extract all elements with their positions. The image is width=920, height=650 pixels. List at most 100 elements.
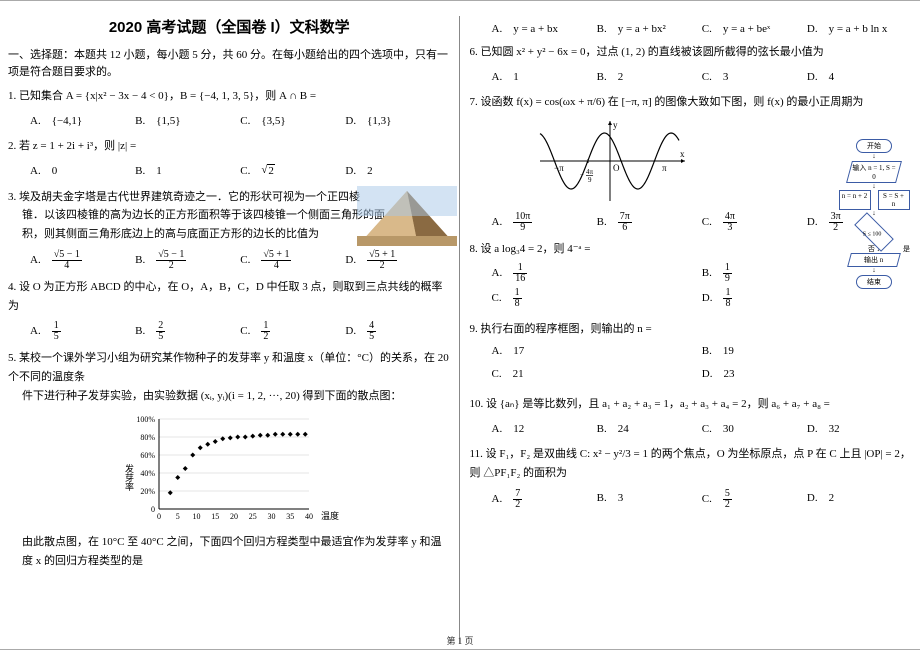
svg-text:35: 35 [287,512,295,521]
q6-opt-b: B. 2 [597,68,702,87]
q5-opt-b: B. y = a + bx² [597,20,702,36]
q6-opt-a: A. 1 [492,68,597,87]
q11-options: A. 72 B. 3 C. 52 D. 2 [492,489,913,510]
svg-text:10: 10 [193,512,201,521]
svg-text:15: 15 [212,512,220,521]
q5-options: A. y = a + bx B. y = a + bx² C. y = a + … [492,20,913,36]
q4-opt-c: C. 12 [240,321,345,342]
svg-text:发芽率: 发芽率 [124,463,134,492]
exam-title: 2020 高考试题（全国卷 I）文科数学 [8,16,451,37]
q7-opt-a: A. 10π9 [492,212,597,233]
question-9: 9. 执行右面的程序框图，则输出的 n = A. 17 B. 19 C. 21 … [470,320,913,388]
q9-opt-c: C. 21 [492,365,702,384]
q8-opt-d: D. 18 [702,288,912,309]
scatter-chart: 020%40%60%80%100%0510152025303540发芽率温度/°… [119,409,339,529]
q5-line2: 件下进行种子发芽实验，由实验数据 (xᵢ, yᵢ)(i = 1, 2, ···,… [22,387,451,406]
q4-opt-b: B. 25 [135,321,240,342]
svg-text:40: 40 [305,512,313,521]
q8-opt-b: B. 19 [702,263,912,284]
q9-opt-b: B. 19 [702,342,912,361]
question-6: 6. 已知圆 x² + y² − 6x = 0，过点 (1, 2) 的直线被该圆… [470,43,913,86]
q10-options: A. 12 B. 24 C. 30 D. 32 [492,420,913,439]
q10-text: 10. 设 {aₙ} 是等比数列，且 a₁ + a₂ + a₃ = 1，a₂ +… [470,398,830,410]
q7-opt-c: C. 4π3 [702,212,807,233]
q11-text: 11. 设 F₁，F₂ 是双曲线 C: x² − y²/3 = 1 的两个焦点，… [470,448,911,479]
question-10: 10. 设 {aₙ} 是等比数列，且 a₁ + a₂ + a₃ = 1，a₂ +… [470,395,913,438]
q6-opt-d: D. 4 [807,68,912,87]
fc-assign-right: S = S + n [878,190,910,210]
q2-text: 2. 若 z = 1 + 2i + i³，则 |z| = [8,140,136,152]
svg-text:80%: 80% [141,433,156,442]
svg-text:5: 5 [176,512,180,521]
page-footer: 第 1 页 [0,634,920,647]
q4-options: A. 15 B. 25 C. 12 D. 45 [30,321,451,342]
q5-opt-d: D. y = a + b ln x [807,20,912,36]
pyramid-image [357,186,457,246]
q9-options: A. 17 B. 19 C. 21 D. 23 [492,342,913,387]
q2-opt-d: D. 2 [345,162,450,181]
svg-text:x: x [680,149,685,159]
q9-opt-a: A. 17 [492,342,702,361]
q5-line1: 5. 某校一个课外学习小组为研究某作物种子的发芽率 y 和温度 x（单位：°C）… [8,349,451,386]
svg-text:−: − [580,171,584,179]
q2-options: A. 0 B. 1 C. 2 D. 2 [30,162,451,181]
left-column: 2020 高考试题（全国卷 I）文科数学 一、选择题：本题共 12 小题，每小题… [8,16,460,644]
q7-opt-b: B. 7π6 [597,212,702,233]
svg-text:25: 25 [249,512,257,521]
svg-text:20%: 20% [141,487,156,496]
question-8: 8. 设 a log₃4 = 2，则 4⁻ᵃ = A. 116 B. 19 C.… [470,240,913,313]
question-4: 4. 设 O 为正方形 ABCD 的中心，在 O，A，B，C，D 中任取 3 点… [8,278,451,342]
q5-line3: 由此散点图，在 10°C 至 40°C 之间，下面四个回归方程类型中最适宜作为发… [22,533,451,570]
arrow-down-icon: ↓ [836,154,912,160]
q1-opt-b: B. {1,5} [135,112,240,131]
q2-opt-c: C. 2 [240,162,345,181]
sine-chart: −ππOyx−4π9 [530,116,690,206]
svg-text:40%: 40% [141,469,156,478]
q8-options: A. 116 B. 19 C. 18 D. 18 [492,263,913,313]
q2-opt-a: A. 0 [30,162,135,181]
q11-opt-b: B. 3 [597,489,702,510]
q6-opt-c: C. 3 [702,68,807,87]
q1-text: 1. 已知集合 A = {x|x² − 3x − 4 < 0}，B = {−4,… [8,90,316,102]
section-1-header: 一、选择题：本题共 12 小题，每小题 5 分，共 60 分。在每小题给出的四个… [8,47,451,80]
q4-opt-a: A. 15 [30,321,135,342]
q5-opt-c: C. y = a + beˣ [702,20,807,36]
arrow-down-icon: ↓ [836,211,912,217]
q2-opt-b: B. 1 [135,162,240,181]
q6-options: A. 1 B. 2 C. 3 D. 4 [492,68,913,87]
q6-text: 6. 已知圆 x² + y² − 6x = 0，过点 (1, 2) 的直线被该圆… [470,46,824,58]
svg-text:−π: −π [554,163,564,173]
svg-text:60%: 60% [141,451,156,460]
q11-opt-c: C. 52 [702,489,807,510]
svg-text:y: y [613,120,618,130]
q3-opt-a: A. √5 − 14 [30,250,135,271]
svg-text:30: 30 [268,512,276,521]
svg-text:0: 0 [157,512,161,521]
question-11: 11. 设 F₁，F₂ 是双曲线 C: x² − y²/3 = 1 的两个焦点，… [470,445,913,509]
q3-opt-c: C. √5 + 14 [240,250,345,271]
svg-text:π: π [662,163,667,173]
q4-text: 4. 设 O 为正方形 ABCD 的中心，在 O，A，B，C，D 中任取 3 点… [8,281,443,312]
svg-text:4π: 4π [586,168,594,176]
q10-opt-c: C. 30 [702,420,807,439]
svg-text:温度/°C: 温度/°C [321,510,339,521]
svg-text:100%: 100% [137,415,156,424]
q8-opt-a: A. 116 [492,263,702,284]
q11-opt-d: D. 2 [807,489,912,510]
fc-assign-left: n = n + 2 [839,190,871,210]
q3-opt-d: D. √5 + 12 [345,250,450,271]
q8-text: 8. 设 a log₃4 = 2，则 4⁻ᵃ = [470,243,591,255]
q1-opt-a: A. {−4,1} [30,112,135,131]
q1-options: A. {−4,1} B. {1,5} C. {3,5} D. {1,3} [30,112,451,131]
q1-opt-c: C. {3,5} [240,112,345,131]
q7-text: 7. 设函数 f(x) = cos(ωx + π/6) 在 [−π, π] 的图… [470,96,864,108]
q8-opt-c: C. 18 [492,288,702,309]
q3-options: A. √5 − 14 B. √5 − 12 C. √5 + 14 D. √5 +… [30,250,451,271]
svg-text:0: 0 [151,505,155,514]
svg-text:O: O [613,163,620,173]
question-1: 1. 已知集合 A = {x|x² − 3x − 4 < 0}，B = {−4,… [8,87,451,130]
q1-opt-d: D. {1,3} [345,112,450,131]
right-column: A. y = a + bx B. y = a + bx² C. y = a + … [470,16,913,644]
q11-opt-a: A. 72 [492,489,597,510]
question-5: 5. 某校一个课外学习小组为研究某作物种子的发芽率 y 和温度 x（单位：°C）… [8,349,451,570]
